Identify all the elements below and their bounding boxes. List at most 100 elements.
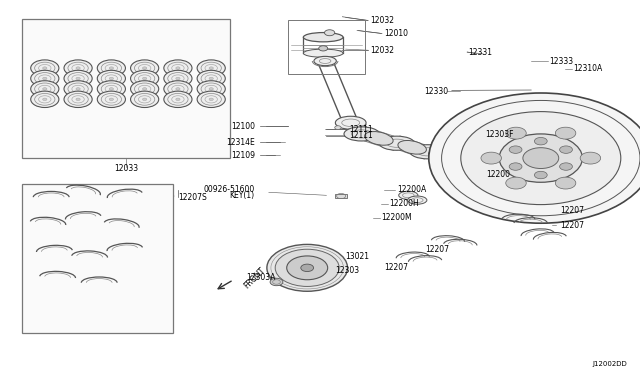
Circle shape bbox=[499, 134, 582, 182]
Circle shape bbox=[43, 88, 47, 90]
Circle shape bbox=[209, 77, 213, 80]
Text: 12033: 12033 bbox=[114, 164, 138, 173]
Text: 00926-51600: 00926-51600 bbox=[204, 185, 255, 194]
Circle shape bbox=[580, 152, 600, 164]
Bar bbox=[335, 194, 347, 198]
Circle shape bbox=[270, 278, 283, 286]
Circle shape bbox=[76, 67, 80, 69]
Circle shape bbox=[559, 163, 572, 170]
Circle shape bbox=[97, 81, 125, 97]
Circle shape bbox=[176, 67, 180, 69]
Text: 12303A: 12303A bbox=[246, 273, 275, 282]
Text: 12111: 12111 bbox=[349, 131, 372, 140]
Text: 12200H: 12200H bbox=[389, 199, 419, 208]
Circle shape bbox=[301, 264, 314, 272]
Text: 13021: 13021 bbox=[346, 252, 370, 261]
Circle shape bbox=[176, 98, 180, 100]
Circle shape bbox=[534, 171, 547, 179]
Text: 12314E: 12314E bbox=[226, 138, 255, 147]
Circle shape bbox=[197, 60, 225, 76]
Circle shape bbox=[143, 98, 147, 100]
Circle shape bbox=[287, 256, 328, 280]
Circle shape bbox=[556, 177, 576, 189]
Circle shape bbox=[523, 148, 559, 169]
Circle shape bbox=[164, 70, 192, 87]
Ellipse shape bbox=[303, 49, 343, 57]
Ellipse shape bbox=[429, 150, 457, 163]
Circle shape bbox=[429, 93, 640, 223]
Circle shape bbox=[76, 77, 80, 80]
Text: 12310A: 12310A bbox=[573, 64, 602, 73]
Text: 12207: 12207 bbox=[560, 221, 584, 230]
Circle shape bbox=[76, 88, 80, 90]
Circle shape bbox=[64, 81, 92, 97]
Circle shape bbox=[267, 244, 348, 291]
Circle shape bbox=[164, 91, 192, 108]
Circle shape bbox=[509, 146, 522, 153]
Ellipse shape bbox=[335, 116, 366, 129]
Ellipse shape bbox=[456, 158, 484, 171]
Text: 12032: 12032 bbox=[370, 16, 394, 25]
Text: 12207: 12207 bbox=[426, 245, 450, 254]
Circle shape bbox=[97, 60, 125, 76]
Ellipse shape bbox=[440, 154, 475, 168]
Circle shape bbox=[131, 91, 159, 108]
Circle shape bbox=[43, 67, 47, 69]
Circle shape bbox=[197, 70, 225, 87]
Ellipse shape bbox=[399, 191, 418, 199]
Circle shape bbox=[109, 98, 113, 100]
Circle shape bbox=[143, 67, 147, 69]
Bar bbox=[22, 184, 173, 333]
Ellipse shape bbox=[410, 145, 445, 159]
Circle shape bbox=[97, 70, 125, 87]
Text: 12333: 12333 bbox=[549, 57, 573, 66]
Circle shape bbox=[509, 163, 522, 170]
Text: 12200A: 12200A bbox=[397, 185, 426, 194]
Text: 12303: 12303 bbox=[335, 266, 360, 275]
Circle shape bbox=[131, 60, 159, 76]
Circle shape bbox=[143, 77, 147, 80]
Circle shape bbox=[506, 127, 526, 139]
Ellipse shape bbox=[303, 32, 343, 42]
Circle shape bbox=[109, 67, 113, 69]
Circle shape bbox=[31, 91, 59, 108]
Text: 12331: 12331 bbox=[468, 48, 493, 57]
Circle shape bbox=[43, 98, 47, 100]
Circle shape bbox=[209, 88, 213, 90]
Text: 12100: 12100 bbox=[231, 122, 255, 131]
Bar bbox=[22, 19, 230, 158]
Circle shape bbox=[176, 77, 180, 80]
Text: 12032: 12032 bbox=[370, 46, 394, 55]
Circle shape bbox=[31, 60, 59, 76]
Circle shape bbox=[556, 127, 576, 139]
Text: 12200: 12200 bbox=[486, 170, 511, 179]
Ellipse shape bbox=[379, 136, 415, 150]
Circle shape bbox=[559, 146, 572, 153]
Circle shape bbox=[461, 112, 621, 205]
Ellipse shape bbox=[466, 161, 501, 175]
Circle shape bbox=[164, 81, 192, 97]
Text: 12111: 12111 bbox=[349, 125, 372, 134]
Ellipse shape bbox=[365, 132, 393, 145]
Text: FRONT: FRONT bbox=[242, 266, 267, 291]
Text: J12002DD: J12002DD bbox=[593, 361, 627, 367]
Circle shape bbox=[131, 70, 159, 87]
Circle shape bbox=[534, 138, 547, 145]
Text: 12109: 12109 bbox=[231, 151, 255, 160]
Circle shape bbox=[97, 91, 125, 108]
Circle shape bbox=[164, 60, 192, 76]
Text: 12207: 12207 bbox=[384, 263, 408, 272]
Circle shape bbox=[275, 249, 339, 286]
Circle shape bbox=[209, 67, 213, 69]
Circle shape bbox=[197, 91, 225, 108]
Circle shape bbox=[109, 88, 113, 90]
Text: KEY(1): KEY(1) bbox=[230, 191, 255, 200]
Circle shape bbox=[481, 152, 502, 164]
Text: 12207: 12207 bbox=[560, 206, 584, 215]
Ellipse shape bbox=[344, 127, 379, 141]
Text: 12200M: 12200M bbox=[381, 213, 412, 222]
Circle shape bbox=[64, 70, 92, 87]
Circle shape bbox=[64, 91, 92, 108]
Circle shape bbox=[76, 98, 80, 100]
Circle shape bbox=[335, 126, 341, 129]
